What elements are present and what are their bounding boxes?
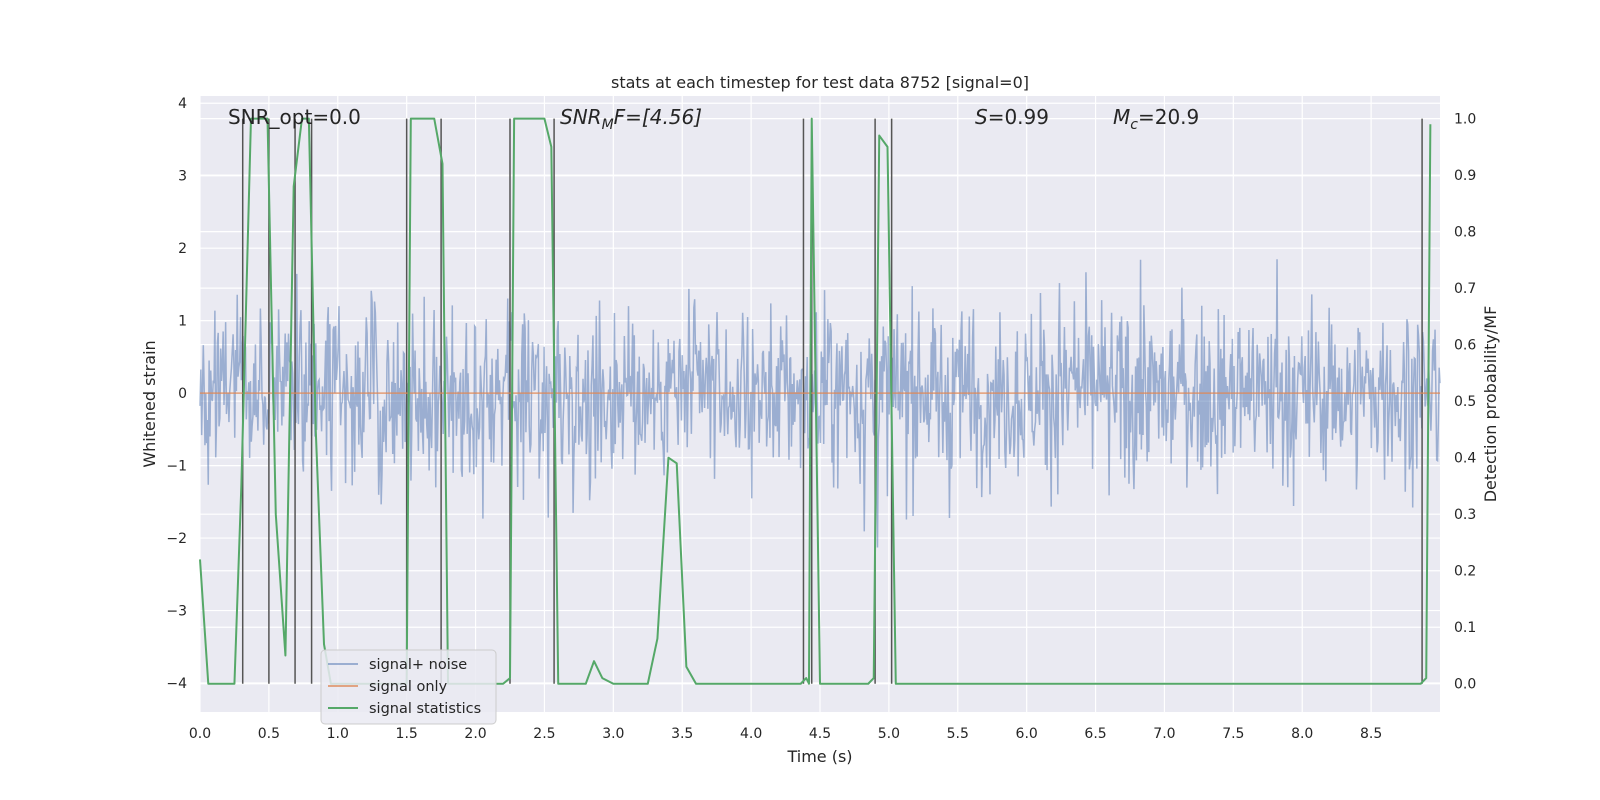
vertical-markers xyxy=(241,118,1423,684)
x-tick-label: 6.5 xyxy=(1084,726,1106,742)
x-tick-label: 5.5 xyxy=(947,726,969,742)
x-tick-label: 7.0 xyxy=(1153,726,1175,742)
x-tick-label: 4.5 xyxy=(809,726,831,742)
x-tick-label: 0.0 xyxy=(189,726,211,742)
annotation-s: S=0.99 xyxy=(975,105,1049,129)
legend-box xyxy=(320,649,497,725)
left-y-axis-label: Whitened strain xyxy=(140,340,159,467)
legend-label-signal-noise: signal+ noise xyxy=(369,657,467,673)
x-axis-label: Time (s) xyxy=(786,747,852,766)
x-tick-label: 2.0 xyxy=(464,726,486,742)
x-tick-label: 8.0 xyxy=(1291,726,1313,742)
x-tick-label: 1.0 xyxy=(327,726,349,742)
x-tick-label: 4.0 xyxy=(740,726,762,742)
right-y-tick-label: 1.0 xyxy=(1454,112,1476,128)
right-y-tick-label: 0.4 xyxy=(1454,451,1476,467)
right-y-axis-label: Detection probability/MF xyxy=(1481,306,1500,503)
left-y-axis: 4 3 2 1 0 −1 −2 −3 −4 xyxy=(166,96,187,692)
annotation-mc: Mc=20.9 xyxy=(1113,105,1199,133)
signal-statistics-line xyxy=(199,117,1432,685)
x-tick-label: 3.0 xyxy=(602,726,624,742)
legend: signal+ noise signal only signal statist… xyxy=(320,649,497,725)
left-y-tick-label: 1 xyxy=(178,314,187,330)
x-tick-label: 3.5 xyxy=(671,726,693,742)
x-tick-label: 5.0 xyxy=(878,726,900,742)
x-tick-label: 0.5 xyxy=(258,726,280,742)
right-y-tick-label: 0.0 xyxy=(1454,677,1476,693)
left-y-tick-label: −3 xyxy=(166,604,187,620)
x-tick-label: 1.5 xyxy=(396,726,418,742)
right-y-tick-label: 0.5 xyxy=(1454,394,1476,410)
right-y-tick-label: 0.3 xyxy=(1454,507,1476,523)
annotation-snr-mf: SNRMF=[4.56] xyxy=(560,105,702,133)
right-y-tick-label: 0.8 xyxy=(1454,225,1476,241)
legend-label-signal-statistics: signal statistics xyxy=(369,701,481,717)
left-y-tick-label: 4 xyxy=(178,96,187,112)
right-y-tick-label: 0.9 xyxy=(1454,168,1476,184)
x-tick-label: 2.5 xyxy=(533,726,555,742)
x-tick-label: 6.0 xyxy=(1016,726,1038,742)
right-y-tick-label: 0.7 xyxy=(1454,281,1476,297)
right-y-tick-label: 0.2 xyxy=(1454,564,1476,580)
right-y-tick-label: 0.1 xyxy=(1454,620,1476,636)
left-y-tick-label: −1 xyxy=(166,459,187,475)
series-lines xyxy=(199,117,1440,685)
left-y-tick-label: −2 xyxy=(166,531,187,547)
x-axis: 0.0 0.5 1.0 1.5 2.0 2.5 3.0 3.5 4.0 4.5 5.0 5.5 6.0 6… xyxy=(189,726,1382,742)
left-y-tick-label: 0 xyxy=(178,386,187,402)
left-y-tick-label: −4 xyxy=(166,676,187,692)
left-y-tick-label: 3 xyxy=(178,169,187,185)
x-tick-label: 7.5 xyxy=(1222,726,1244,742)
annotation-snr-opt: SNR_opt=0.0 xyxy=(228,105,361,129)
x-tick-label: 8.5 xyxy=(1360,726,1382,742)
right-y-tick-label: 0.6 xyxy=(1454,338,1476,354)
chart-title: stats at each timestep for test data 875… xyxy=(611,73,1029,92)
legend-label-signal-only: signal only xyxy=(369,679,448,695)
right-y-axis: 1.0 0.9 0.8 0.7 0.6 0.5 0.4 0.3 0.2 0.1 0.0 xyxy=(1454,112,1476,693)
left-y-tick-label: 2 xyxy=(178,241,187,257)
